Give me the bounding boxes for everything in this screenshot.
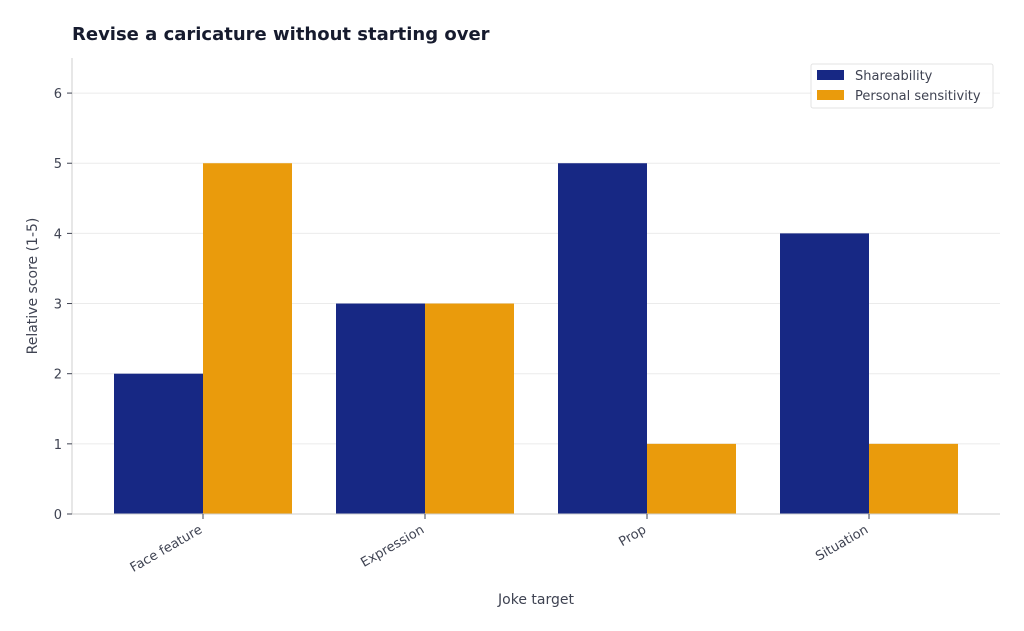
x-ticks: Face feature Expression Prop Situation <box>128 514 871 576</box>
x-tick-label: Face feature <box>128 522 205 575</box>
y-tick-label: 1 <box>54 438 62 453</box>
y-ticks: 0 1 2 3 4 5 6 <box>54 87 72 523</box>
y-tick-label: 3 <box>54 298 62 313</box>
bar-personal-sensitivity-prop <box>647 443 736 514</box>
bar-personal-sensitivity-situation <box>869 443 958 514</box>
legend-swatch <box>817 90 844 100</box>
x-axis-label: Joke target <box>497 592 574 608</box>
bar-shareability-expression <box>336 303 425 514</box>
bar-shareability-face-feature <box>114 373 203 514</box>
legend-box <box>810 63 994 109</box>
legend-label: Personal sensitivity <box>855 89 981 104</box>
y-tick-label: 5 <box>54 157 62 172</box>
x-tick-label: Prop <box>616 522 649 549</box>
y-tick-label: 0 <box>54 508 62 523</box>
legend: Shareability Personal sensitivity <box>810 63 994 109</box>
legend-swatch <box>817 70 844 80</box>
y-tick-label: 4 <box>54 227 62 242</box>
bars <box>114 163 958 514</box>
bar-shareability-prop <box>558 163 647 514</box>
axes <box>71 58 1000 515</box>
y-tick-label: 6 <box>54 87 62 102</box>
bar-personal-sensitivity-expression <box>425 303 514 514</box>
bar-personal-sensitivity-face-feature <box>203 163 292 514</box>
x-tick-label: Expression <box>358 522 427 570</box>
legend-label: Shareability <box>855 69 933 84</box>
y-tick-label: 2 <box>54 368 62 383</box>
chart-title: Revise a caricature without starting ove… <box>72 24 490 45</box>
y-axis-label: Relative score (1-5) <box>25 218 41 355</box>
x-tick-label: Situation <box>813 522 871 564</box>
bar-shareability-situation <box>780 233 869 514</box>
